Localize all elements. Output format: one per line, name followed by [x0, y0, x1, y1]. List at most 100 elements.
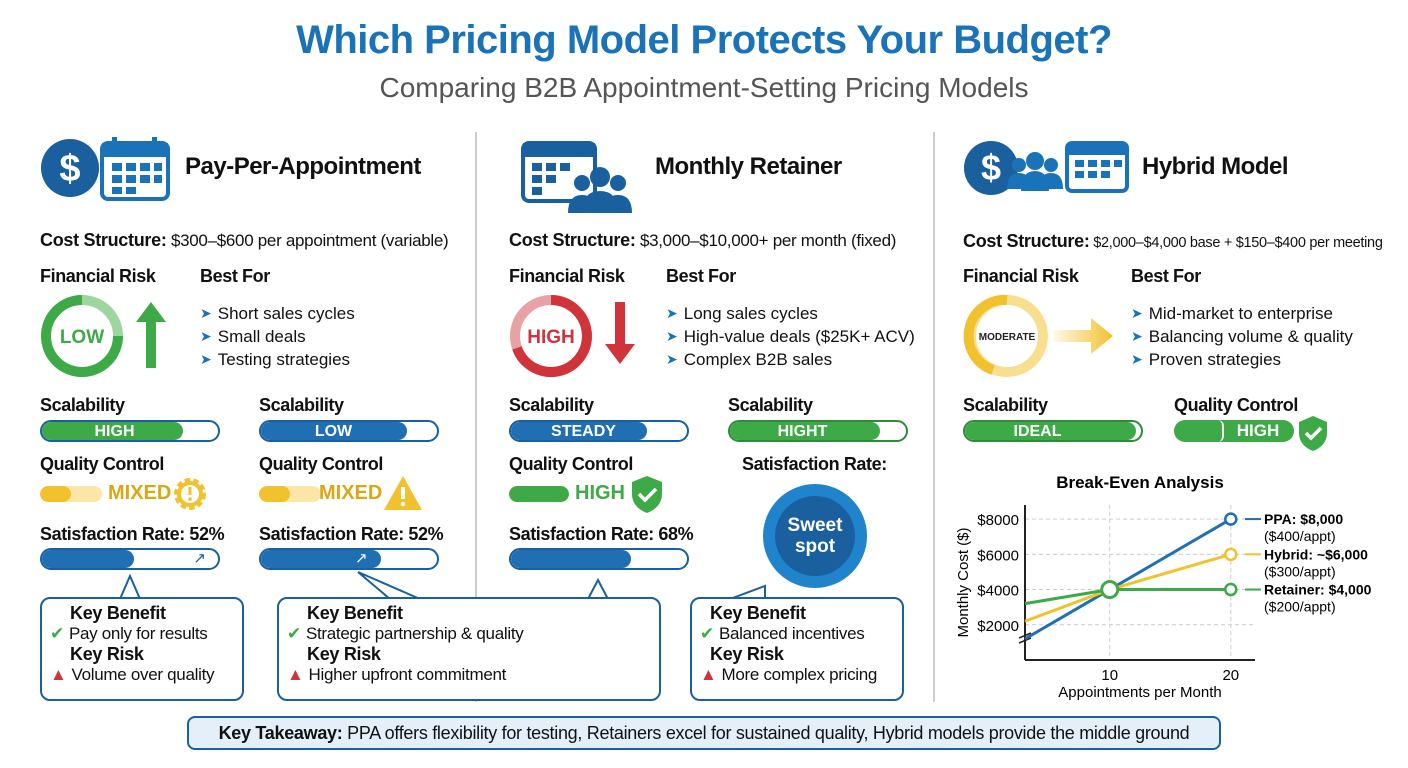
quality-pill	[259, 486, 321, 502]
gear-warning-icon	[174, 478, 206, 510]
scalability-label: Scalability	[728, 395, 813, 415]
list-item: ➤ Mid-market to enterprise	[1131, 304, 1333, 323]
trend-up-icon: ↗	[193, 550, 206, 567]
key-risk-label: Key Risk	[307, 644, 381, 664]
check-circle-icon: ✔	[700, 624, 714, 643]
takeaway-label: Key Takeaway:	[218, 723, 343, 743]
warning-icon	[384, 476, 422, 510]
break-even-chart: Break-Even Analysis $2000 $4000 $6000 $8000 1…	[955, 473, 1372, 701]
key-risk-label: Key Risk	[70, 644, 144, 664]
chevron-right-icon: ➤	[200, 305, 212, 321]
quality-value: HIGH	[1236, 421, 1280, 440]
satisfaction-label: Satisfaction Rate: 52%	[259, 524, 444, 544]
list-item: ➤ Complex B2B sales	[666, 350, 833, 369]
y-tick-label: $4000	[977, 583, 1019, 600]
scalability-bar: IDEAL	[963, 420, 1143, 442]
dollar-icon: $	[41, 139, 99, 197]
x-tick-label: 10	[1101, 667, 1118, 684]
chevron-right-icon: ➤	[666, 305, 678, 321]
quality-pill: HIGH	[1174, 420, 1294, 442]
data-point	[1224, 547, 1238, 562]
quality-control-label: Quality Control	[40, 454, 164, 474]
arrow-down-icon	[605, 302, 635, 364]
quality-value: MIXED	[108, 482, 172, 504]
cost-label: Cost Structure:	[963, 231, 1090, 251]
y-axis-label: Monthly Cost ($)	[955, 527, 972, 637]
key-benefit: ✔ Strategic partnership & quality	[287, 624, 524, 643]
key-risk-label: Key Risk	[710, 644, 784, 664]
series-note: ($200/appt)	[1264, 599, 1336, 615]
calendar-icon	[1065, 141, 1129, 193]
page-subtitle: Comparing B2B Appointment-Setting Pricin…	[379, 72, 1029, 103]
scalability-bar: STEADY	[509, 420, 689, 442]
list-item: ➤ Balancing volume & quality	[1131, 327, 1353, 346]
list-item: ➤ Long sales cycles	[666, 304, 818, 323]
column-title-ppa: Pay-Per-Appointment	[185, 153, 421, 180]
key-benefit-label: Key Benefit	[70, 603, 166, 623]
dollar-icon: $	[964, 141, 1018, 195]
key-benefit-label: Key Benefit	[307, 603, 403, 623]
quality-pill	[40, 486, 102, 502]
satisfaction-bar	[509, 548, 689, 570]
risk-gauge-moderate: MODERATE	[963, 294, 1113, 377]
list-item: ➤ High-value deals ($25K+ ACV)	[666, 327, 915, 346]
risk-level-text: MODERATE	[979, 332, 1036, 343]
list-item: ➤ Small deals	[200, 327, 306, 346]
series-line	[1024, 552, 1232, 623]
financial-risk-label: Financial Risk	[40, 266, 156, 286]
sweet-spot-badge: Sweet spot	[763, 484, 867, 588]
quality-control-label: Quality Control	[259, 454, 383, 474]
trend-up-icon: ↗	[355, 550, 368, 567]
list-item: ➤ Proven strategies	[1131, 350, 1282, 369]
series-line	[1024, 517, 1232, 641]
callout-ppa: Key Benefit ✔ Pay only for results Key Ri…	[40, 597, 244, 701]
satisfaction-bar: ↗	[40, 548, 220, 570]
data-point	[1224, 582, 1238, 597]
series-label: Retainer: $4,000	[1264, 582, 1372, 598]
risk-level-text: LOW	[60, 327, 104, 348]
scalability-bar: HIGH	[40, 420, 220, 442]
key-risk: ▲ More complex pricing	[700, 665, 878, 684]
best-for-list: ➤ Mid-market to enterprise ➤ Balancing vol…	[1131, 302, 1353, 371]
people-icon	[1007, 152, 1063, 191]
x-tick-label: 20	[1222, 667, 1239, 684]
best-for-list: ➤ Short sales cycles ➤ Small deals ➤ Testin…	[200, 302, 355, 371]
scalability-label: Scalability	[40, 395, 125, 415]
scalability-label: Scalability	[509, 395, 594, 415]
key-benefit: ✔ Balanced incentives	[700, 624, 865, 643]
divider	[933, 132, 935, 702]
cost-label: Cost Structure:	[40, 230, 167, 250]
dollar-calendar-icon: $	[41, 137, 170, 201]
best-for-list: ➤ Long sales cycles ➤ High-value deals ($2…	[666, 302, 915, 371]
best-for-label: Best For	[200, 266, 270, 286]
x-axis-label: Appointments per Month	[1058, 684, 1221, 701]
y-tick-label: $6000	[977, 547, 1019, 564]
column-title-retainer: Monthly Retainer	[655, 153, 842, 180]
column-title-hybrid: Hybrid Model	[1142, 153, 1289, 180]
key-risk: ▲ Higher upfront commitment	[287, 665, 507, 684]
best-for-label: Best For	[666, 266, 736, 286]
cost-label: Cost Structure:	[509, 230, 636, 250]
axis-break-icon	[1018, 632, 1032, 644]
chevron-right-icon: ➤	[200, 328, 212, 344]
data-point	[1224, 512, 1238, 526]
key-takeaway: Key Takeaway: PPA offers flexibility for…	[187, 716, 1221, 750]
arrow-up-icon	[136, 302, 166, 368]
cost-structure: Cost Structure: $3,000–$10,000+ per mont…	[509, 230, 896, 251]
chevron-right-icon: ➤	[200, 351, 212, 367]
best-for-label: Best For	[1131, 266, 1201, 286]
satisfaction-label: Satisfaction Rate: 52%	[40, 524, 225, 544]
callout-retainer: Key Benefit ✔ Strategic partnership & qua…	[277, 597, 661, 701]
y-tick-label: $8000	[977, 512, 1019, 529]
financial-risk-label: Financial Risk	[963, 266, 1079, 286]
warning-icon: ▲	[700, 665, 717, 684]
chevron-right-icon: ➤	[666, 328, 678, 344]
chevron-right-icon: ➤	[1131, 305, 1143, 321]
quality-pill	[509, 486, 569, 502]
list-item: ➤ Short sales cycles	[200, 304, 355, 323]
key-benefit-label: Key Benefit	[710, 603, 806, 623]
scalability-bar: HIGHT	[728, 420, 908, 442]
quality-control-label: Quality Control	[1174, 395, 1298, 415]
cost-value: $3,000–$10,000+ per month (fixed)	[639, 231, 897, 250]
y-tick-label: $2000	[977, 618, 1019, 635]
